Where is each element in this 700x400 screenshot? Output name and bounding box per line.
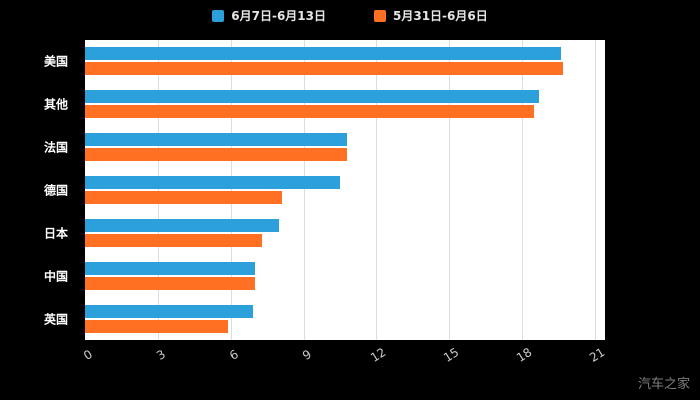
bar-series1-德国[interactable] <box>85 176 340 189</box>
x-axis-tick-label: 9 <box>299 346 314 363</box>
bar-series2-中国[interactable] <box>85 277 255 290</box>
gridline <box>522 40 523 340</box>
bar-series1-日本[interactable] <box>85 219 279 232</box>
x-axis-tick-label: 15 <box>441 344 462 365</box>
bar-series1-美国[interactable] <box>85 47 561 60</box>
legend: 6月7日-6月13日 5月31日-6月6日 <box>0 7 700 24</box>
bar-series2-日本[interactable] <box>85 234 262 247</box>
x-axis-tick-label: 0 <box>80 346 95 363</box>
y-axis-category-label: 英国 <box>44 312 69 327</box>
gridline <box>595 40 596 340</box>
bar-series1-英国[interactable] <box>85 305 253 318</box>
legend-item-week1[interactable]: 5月31日-6月6日 <box>374 7 488 24</box>
legend-item-week2[interactable]: 6月7日-6月13日 <box>212 7 326 24</box>
bar-series2-德国[interactable] <box>85 191 282 204</box>
x-axis-tick-label: 21 <box>586 344 608 365</box>
legend-label-week2: 6月7日-6月13日 <box>231 9 326 23</box>
legend-swatch-blue-icon <box>212 9 225 22</box>
y-axis-category-label: 其他 <box>44 97 69 112</box>
y-axis-category-label: 中国 <box>44 269 69 284</box>
watermark: 汽车之家 <box>637 377 690 392</box>
legend-swatch-orange-icon <box>374 9 386 22</box>
x-axis-tick-label: 12 <box>368 344 389 365</box>
plot-area <box>85 40 605 340</box>
y-axis-category-label: 德国 <box>44 183 69 198</box>
y-axis-category-label: 美国 <box>44 54 69 69</box>
y-axis-category-label: 日本 <box>44 226 69 241</box>
bar-series1-其他[interactable] <box>85 90 539 103</box>
bar-series1-法国[interactable] <box>85 133 347 146</box>
gridline <box>231 40 232 340</box>
x-axis-tick-label: 6 <box>226 346 241 363</box>
bar-series2-法国[interactable] <box>85 148 347 161</box>
gridline <box>449 40 450 340</box>
bar-series2-英国[interactable] <box>85 320 228 333</box>
y-axis-category-label: 法国 <box>44 140 69 155</box>
legend-label-week1: 5月31日-6月6日 <box>393 9 488 23</box>
bar-series1-中国[interactable] <box>85 262 255 275</box>
bar-series2-美国[interactable] <box>85 62 563 75</box>
gridline <box>158 40 159 340</box>
x-axis-tick-label: 18 <box>514 344 535 365</box>
bar-series2-其他[interactable] <box>85 105 534 118</box>
gridline <box>304 40 305 340</box>
x-axis-tick-label: 3 <box>153 346 168 363</box>
gridline <box>376 40 377 340</box>
